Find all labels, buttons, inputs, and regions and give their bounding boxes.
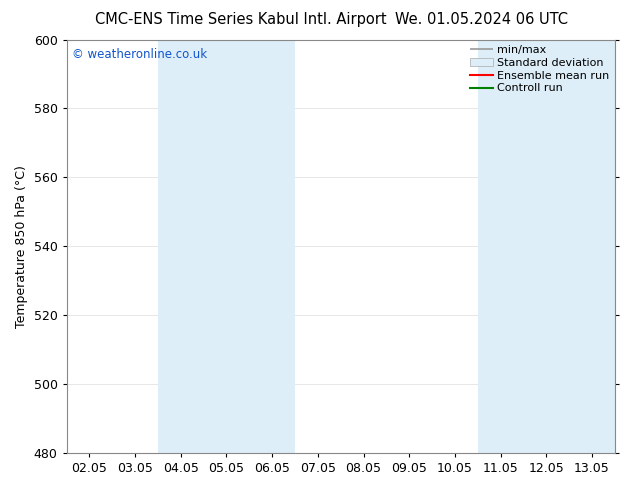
Text: CMC-ENS Time Series Kabul Intl. Airport: CMC-ENS Time Series Kabul Intl. Airport [95,12,387,27]
Text: We. 01.05.2024 06 UTC: We. 01.05.2024 06 UTC [396,12,568,27]
Bar [158,40,295,453]
Bar [478,40,615,453]
Legend: min/max, Standard deviation, Ensemble mean run, Controll run: min/max, Standard deviation, Ensemble me… [468,43,612,96]
Text: © weatheronline.co.uk: © weatheronline.co.uk [72,48,207,61]
Y-axis label: Temperature 850 hPa (°C): Temperature 850 hPa (°C) [15,165,28,328]
